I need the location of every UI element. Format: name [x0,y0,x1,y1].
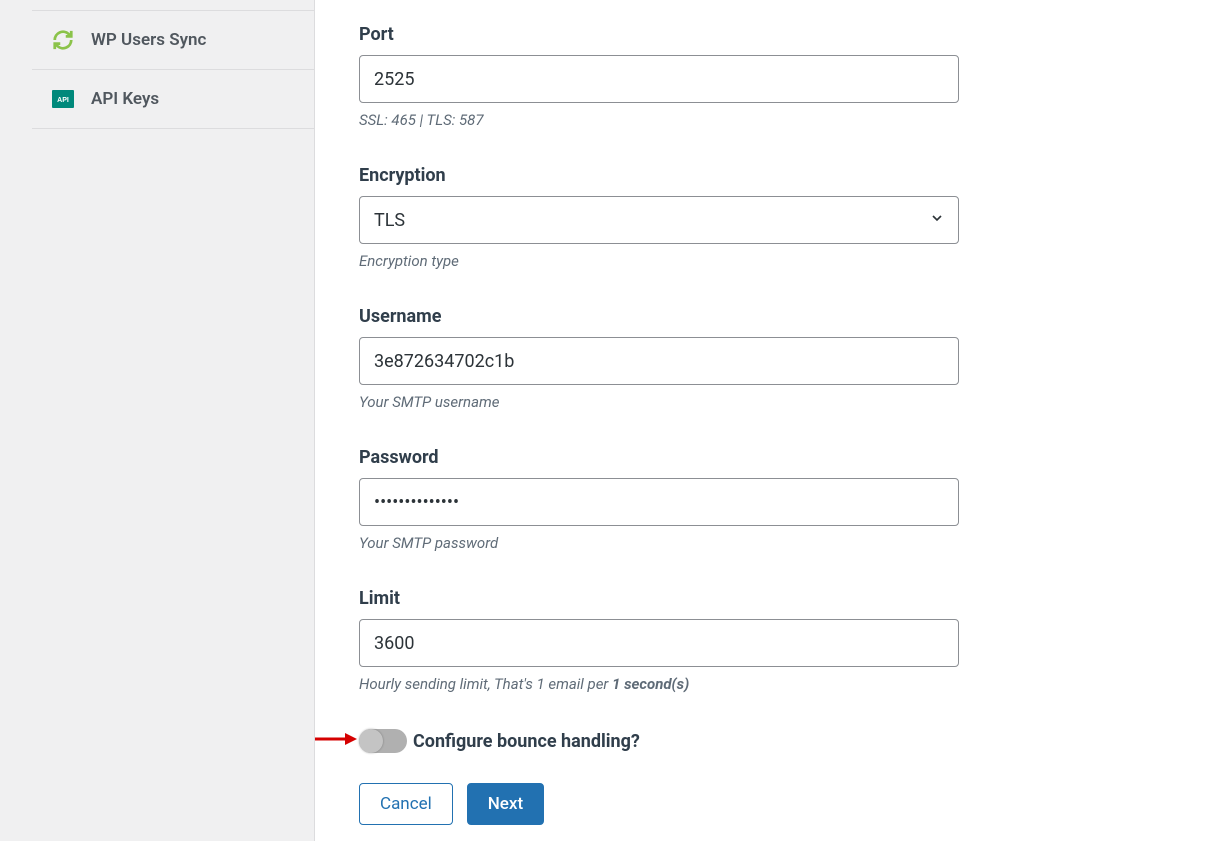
sidebar-item-api-keys[interactable]: API API Keys [32,70,314,129]
username-input[interactable] [359,337,959,385]
field-encryption: Encryption TLS Encryption type [359,165,1167,270]
main-content: Port SSL: 465 | TLS: 587 Encryption TLS … [314,0,1211,841]
button-row: Cancel Next [359,783,1167,825]
arrow-annotation-icon [314,729,359,753]
username-label: Username [359,306,1167,327]
sidebar-item-label: API Keys [91,89,159,109]
sidebar-item-wp-users-sync[interactable]: WP Users Sync [32,10,314,70]
svg-text:API: API [57,97,69,104]
limit-label: Limit [359,588,1167,609]
cancel-button[interactable]: Cancel [359,783,453,825]
port-help: SSL: 465 | TLS: 587 [359,111,1167,129]
username-help: Your SMTP username [359,393,1167,411]
field-password: Password Your SMTP password [359,447,1167,552]
bounce-toggle-label: Configure bounce handling? [413,731,640,752]
limit-input[interactable] [359,619,959,667]
encryption-help: Encryption type [359,252,1167,270]
sync-icon [52,29,74,51]
limit-help: Hourly sending limit, That's 1 email per… [359,675,1167,693]
password-help: Your SMTP password [359,534,1167,552]
encryption-select[interactable]: TLS [359,196,959,244]
api-icon: API [52,88,74,110]
encryption-label: Encryption [359,165,1167,186]
bounce-toggle[interactable] [359,729,407,753]
sidebar: WP Users Sync API API Keys [0,0,314,841]
password-label: Password [359,447,1167,468]
field-username: Username Your SMTP username [359,306,1167,411]
field-limit: Limit Hourly sending limit, That's 1 ema… [359,588,1167,693]
sidebar-item-label: WP Users Sync [91,30,206,50]
bounce-toggle-row: Configure bounce handling? [359,729,1167,753]
next-button[interactable]: Next [467,783,544,825]
toggle-knob [359,729,383,753]
port-label: Port [359,24,1167,45]
field-port: Port SSL: 465 | TLS: 587 [359,24,1167,129]
password-input[interactable] [359,478,959,526]
port-input[interactable] [359,55,959,103]
